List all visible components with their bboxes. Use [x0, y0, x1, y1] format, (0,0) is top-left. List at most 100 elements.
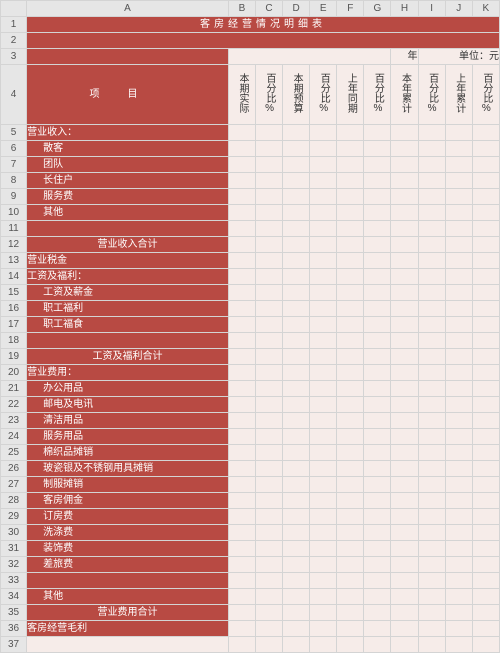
cell-30-E[interactable] [310, 525, 337, 541]
cell-30-B[interactable] [228, 525, 255, 541]
cell-26-D[interactable] [283, 461, 310, 477]
cell-18-H[interactable] [391, 333, 418, 349]
cell-13-E[interactable] [310, 253, 337, 269]
col-header-G[interactable]: G [364, 1, 391, 17]
cell-27-E[interactable] [310, 477, 337, 493]
cell-20-K[interactable] [472, 365, 499, 381]
cell-11-I[interactable] [418, 221, 445, 237]
row-8-label[interactable]: 长住户 [27, 173, 229, 189]
cell-24-E[interactable] [310, 429, 337, 445]
cell-10-C[interactable] [255, 205, 282, 221]
cell-17-B[interactable] [228, 317, 255, 333]
cell-35-J[interactable] [445, 605, 472, 621]
cell-31-F[interactable] [337, 541, 364, 557]
cell-32-B[interactable] [228, 557, 255, 573]
cell-26-B[interactable] [228, 461, 255, 477]
row-header[interactable]: 7 [1, 157, 27, 173]
row-header[interactable]: 22 [1, 397, 27, 413]
cell-28-B[interactable] [228, 493, 255, 509]
cell-37-K[interactable] [472, 637, 499, 653]
cell-17-H[interactable] [391, 317, 418, 333]
cell-16-I[interactable] [418, 301, 445, 317]
cell-14-K[interactable] [472, 269, 499, 285]
cell-33-J[interactable] [445, 573, 472, 589]
blank-row-2[interactable] [27, 33, 500, 49]
cell-7-C[interactable] [255, 157, 282, 173]
cell-18-B[interactable] [228, 333, 255, 349]
cell-22-J[interactable] [445, 397, 472, 413]
row-16-label[interactable]: 职工福利 [27, 301, 229, 317]
cell-37-I[interactable] [418, 637, 445, 653]
cell-22-G[interactable] [364, 397, 391, 413]
cell-13-D[interactable] [283, 253, 310, 269]
cell-12-F[interactable] [337, 237, 364, 253]
row-header[interactable]: 32 [1, 557, 27, 573]
cell-35-I[interactable] [418, 605, 445, 621]
cell-8-C[interactable] [255, 173, 282, 189]
cell-17-D[interactable] [283, 317, 310, 333]
cell-20-H[interactable] [391, 365, 418, 381]
cell-9-I[interactable] [418, 189, 445, 205]
cell-18-E[interactable] [310, 333, 337, 349]
row-35-label[interactable]: 营业费用合计 [27, 605, 229, 621]
cell-19-J[interactable] [445, 349, 472, 365]
cell-12-K[interactable] [472, 237, 499, 253]
cell-22-E[interactable] [310, 397, 337, 413]
cell-25-E[interactable] [310, 445, 337, 461]
cell-26-I[interactable] [418, 461, 445, 477]
cell-15-F[interactable] [337, 285, 364, 301]
cell-11-E[interactable] [310, 221, 337, 237]
row-11-label[interactable] [27, 221, 229, 237]
cell-35-F[interactable] [337, 605, 364, 621]
cell-11-K[interactable] [472, 221, 499, 237]
cell-19-G[interactable] [364, 349, 391, 365]
cell-9-H[interactable] [391, 189, 418, 205]
header-project[interactable]: 项目 [27, 65, 229, 125]
row-33-label[interactable] [27, 573, 229, 589]
cell-26-G[interactable] [364, 461, 391, 477]
header-i[interactable]: 百分比% [418, 65, 445, 125]
header-j[interactable]: 上年累计 [445, 65, 472, 125]
cell-20-C[interactable] [255, 365, 282, 381]
row-6-label[interactable]: 散客 [27, 141, 229, 157]
cell-7-K[interactable] [472, 157, 499, 173]
cell-36-E[interactable] [310, 621, 337, 637]
cell-24-K[interactable] [472, 429, 499, 445]
row-header[interactable]: 26 [1, 461, 27, 477]
cell-10-F[interactable] [337, 205, 364, 221]
cell-27-I[interactable] [418, 477, 445, 493]
cell-33-K[interactable] [472, 573, 499, 589]
cell-9-D[interactable] [283, 189, 310, 205]
cell-12-J[interactable] [445, 237, 472, 253]
row-17-label[interactable]: 职工福食 [27, 317, 229, 333]
cell-32-I[interactable] [418, 557, 445, 573]
cell-35-B[interactable] [228, 605, 255, 621]
cell-21-E[interactable] [310, 381, 337, 397]
cell-17-G[interactable] [364, 317, 391, 333]
cell-8-I[interactable] [418, 173, 445, 189]
cell-24-J[interactable] [445, 429, 472, 445]
row-22-label[interactable]: 邮电及电讯 [27, 397, 229, 413]
cell-26-C[interactable] [255, 461, 282, 477]
cell-29-K[interactable] [472, 509, 499, 525]
cell-12-G[interactable] [364, 237, 391, 253]
cell-20-J[interactable] [445, 365, 472, 381]
cell-25-J[interactable] [445, 445, 472, 461]
col-header-I[interactable]: I [418, 1, 445, 17]
row-header[interactable]: 21 [1, 381, 27, 397]
cell-21-K[interactable] [472, 381, 499, 397]
cell-25-K[interactable] [472, 445, 499, 461]
cell-28-G[interactable] [364, 493, 391, 509]
cell-24-I[interactable] [418, 429, 445, 445]
cell-10-G[interactable] [364, 205, 391, 221]
cell-28-J[interactable] [445, 493, 472, 509]
cell-17-K[interactable] [472, 317, 499, 333]
cell-13-K[interactable] [472, 253, 499, 269]
cell-19-E[interactable] [310, 349, 337, 365]
cell-31-D[interactable] [283, 541, 310, 557]
cell-35-K[interactable] [472, 605, 499, 621]
cell-16-E[interactable] [310, 301, 337, 317]
cell-22-C[interactable] [255, 397, 282, 413]
cell-12-D[interactable] [283, 237, 310, 253]
r3-blank[interactable] [228, 49, 391, 65]
